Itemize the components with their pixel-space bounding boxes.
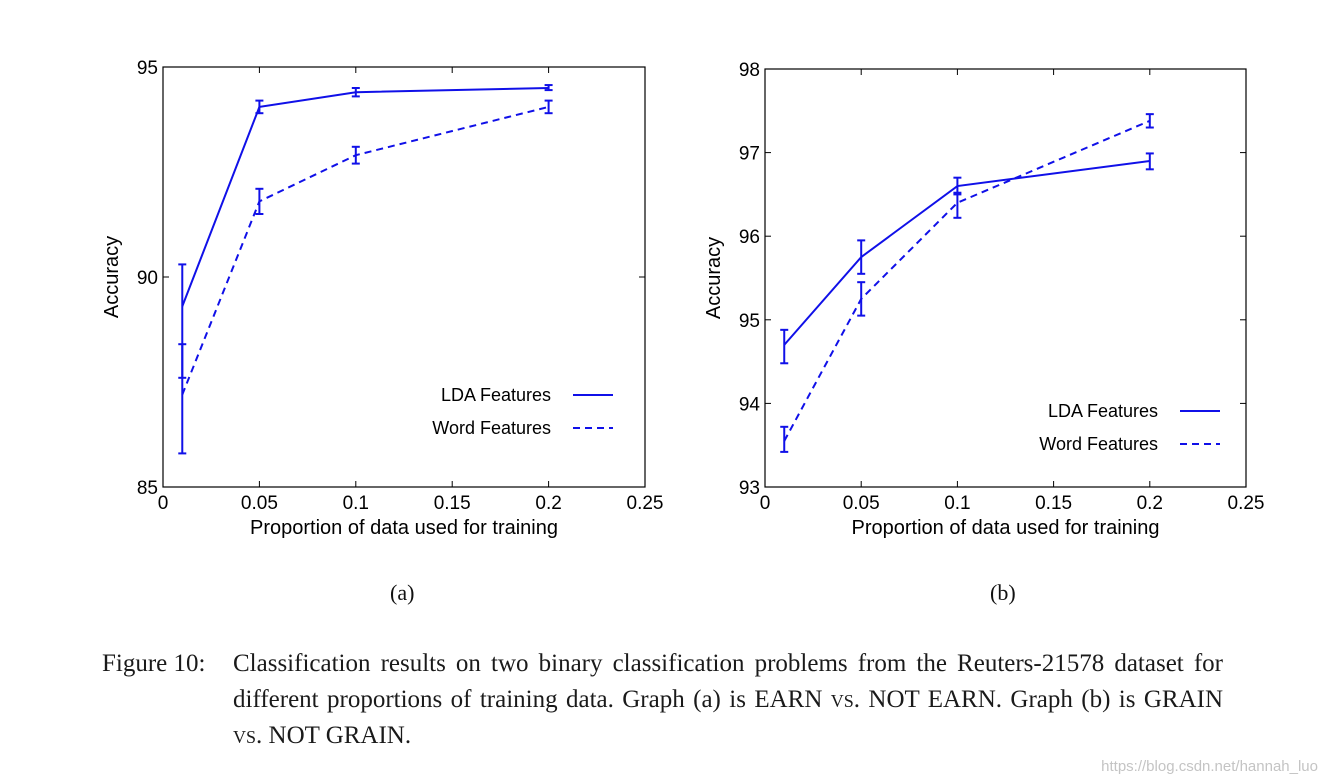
chart-a-legend-label-word-features: Word Features: [432, 418, 551, 438]
chart-a-x-tick-label: 0.2: [535, 493, 561, 514]
chart-b-y-tick-label: 97: [739, 144, 760, 165]
chart-a-x-tick-label: 0.25: [627, 493, 664, 514]
chart-b-y-tick-label: 98: [739, 60, 760, 81]
caption-body: Classification results on two binary cla…: [233, 646, 1223, 754]
chart-a-x-tick-label: 0.1: [343, 493, 369, 514]
chart-a-legend-label-lda-features: LDA Features: [441, 385, 551, 405]
chart-b-x-tick-label: 0.15: [1035, 493, 1072, 514]
caption-text-1: Classification results on two binary cla…: [233, 650, 1223, 713]
chart-b-legend-label-lda-features: LDA Features: [1048, 401, 1158, 421]
chart-b-y-tick-label: 93: [739, 478, 760, 499]
chart-a-series-line-lda-features: [181, 87, 549, 307]
chart-b-x-tick-label: 0.25: [1228, 493, 1265, 514]
caption-text-3: .: [404, 722, 412, 749]
chart-a-x-axis-label: Proportion of data used for training: [250, 517, 558, 539]
chart-b-x-tick-label: 0.1: [944, 493, 970, 514]
chart-b-y-tick-label: 96: [739, 227, 760, 248]
chart-a-y-tick-label: 90: [137, 268, 158, 289]
chart-a-x-tick-label: 0: [158, 493, 169, 514]
chart-b-x-axis-label: Proportion of data used for training: [852, 517, 1160, 539]
chart-b-x-tick-label: 0.05: [843, 493, 880, 514]
chart-b-x-tick-label: 0: [760, 493, 771, 514]
chart-a-y-axis-label: Accuracy: [101, 236, 123, 318]
chart-a-y-tick-label: 85: [137, 478, 158, 499]
chart-b-plot-frame: [764, 68, 1247, 488]
chart-b-x-tick-label: 0.2: [1137, 493, 1163, 514]
chart-b-y-axis-label: Accuracy: [703, 237, 725, 319]
panel-label-b: (b): [990, 580, 1016, 605]
watermark: https://blog.csdn.net/hannah_luo: [1101, 758, 1318, 775]
chart-a-x-tick-label: 0.05: [241, 493, 278, 514]
caption-smallcaps-2: GRAIN vs. NOT GRAIN: [233, 686, 1224, 749]
caption-text-2: . Graph (b) is: [995, 686, 1144, 713]
panel-label-a: (a): [390, 580, 415, 605]
chart-b-y-tick-label: 95: [739, 311, 760, 332]
caption-smallcaps-1: EARN vs. NOT EARN: [754, 686, 996, 713]
chart-b-series-line-word-features: [783, 119, 1151, 442]
chart-a-series-line-word-features: [181, 105, 549, 395]
chart-b-series-line-lda-features: [783, 159, 1150, 346]
chart-a-x-tick-label: 0.15: [434, 493, 471, 514]
caption-label: Figure 10:: [102, 650, 206, 677]
chart-b-y-tick-label: 94: [739, 394, 761, 415]
chart-a-y-tick-label: 95: [137, 58, 158, 79]
chart-b-legend-label-word-features: Word Features: [1039, 434, 1158, 454]
